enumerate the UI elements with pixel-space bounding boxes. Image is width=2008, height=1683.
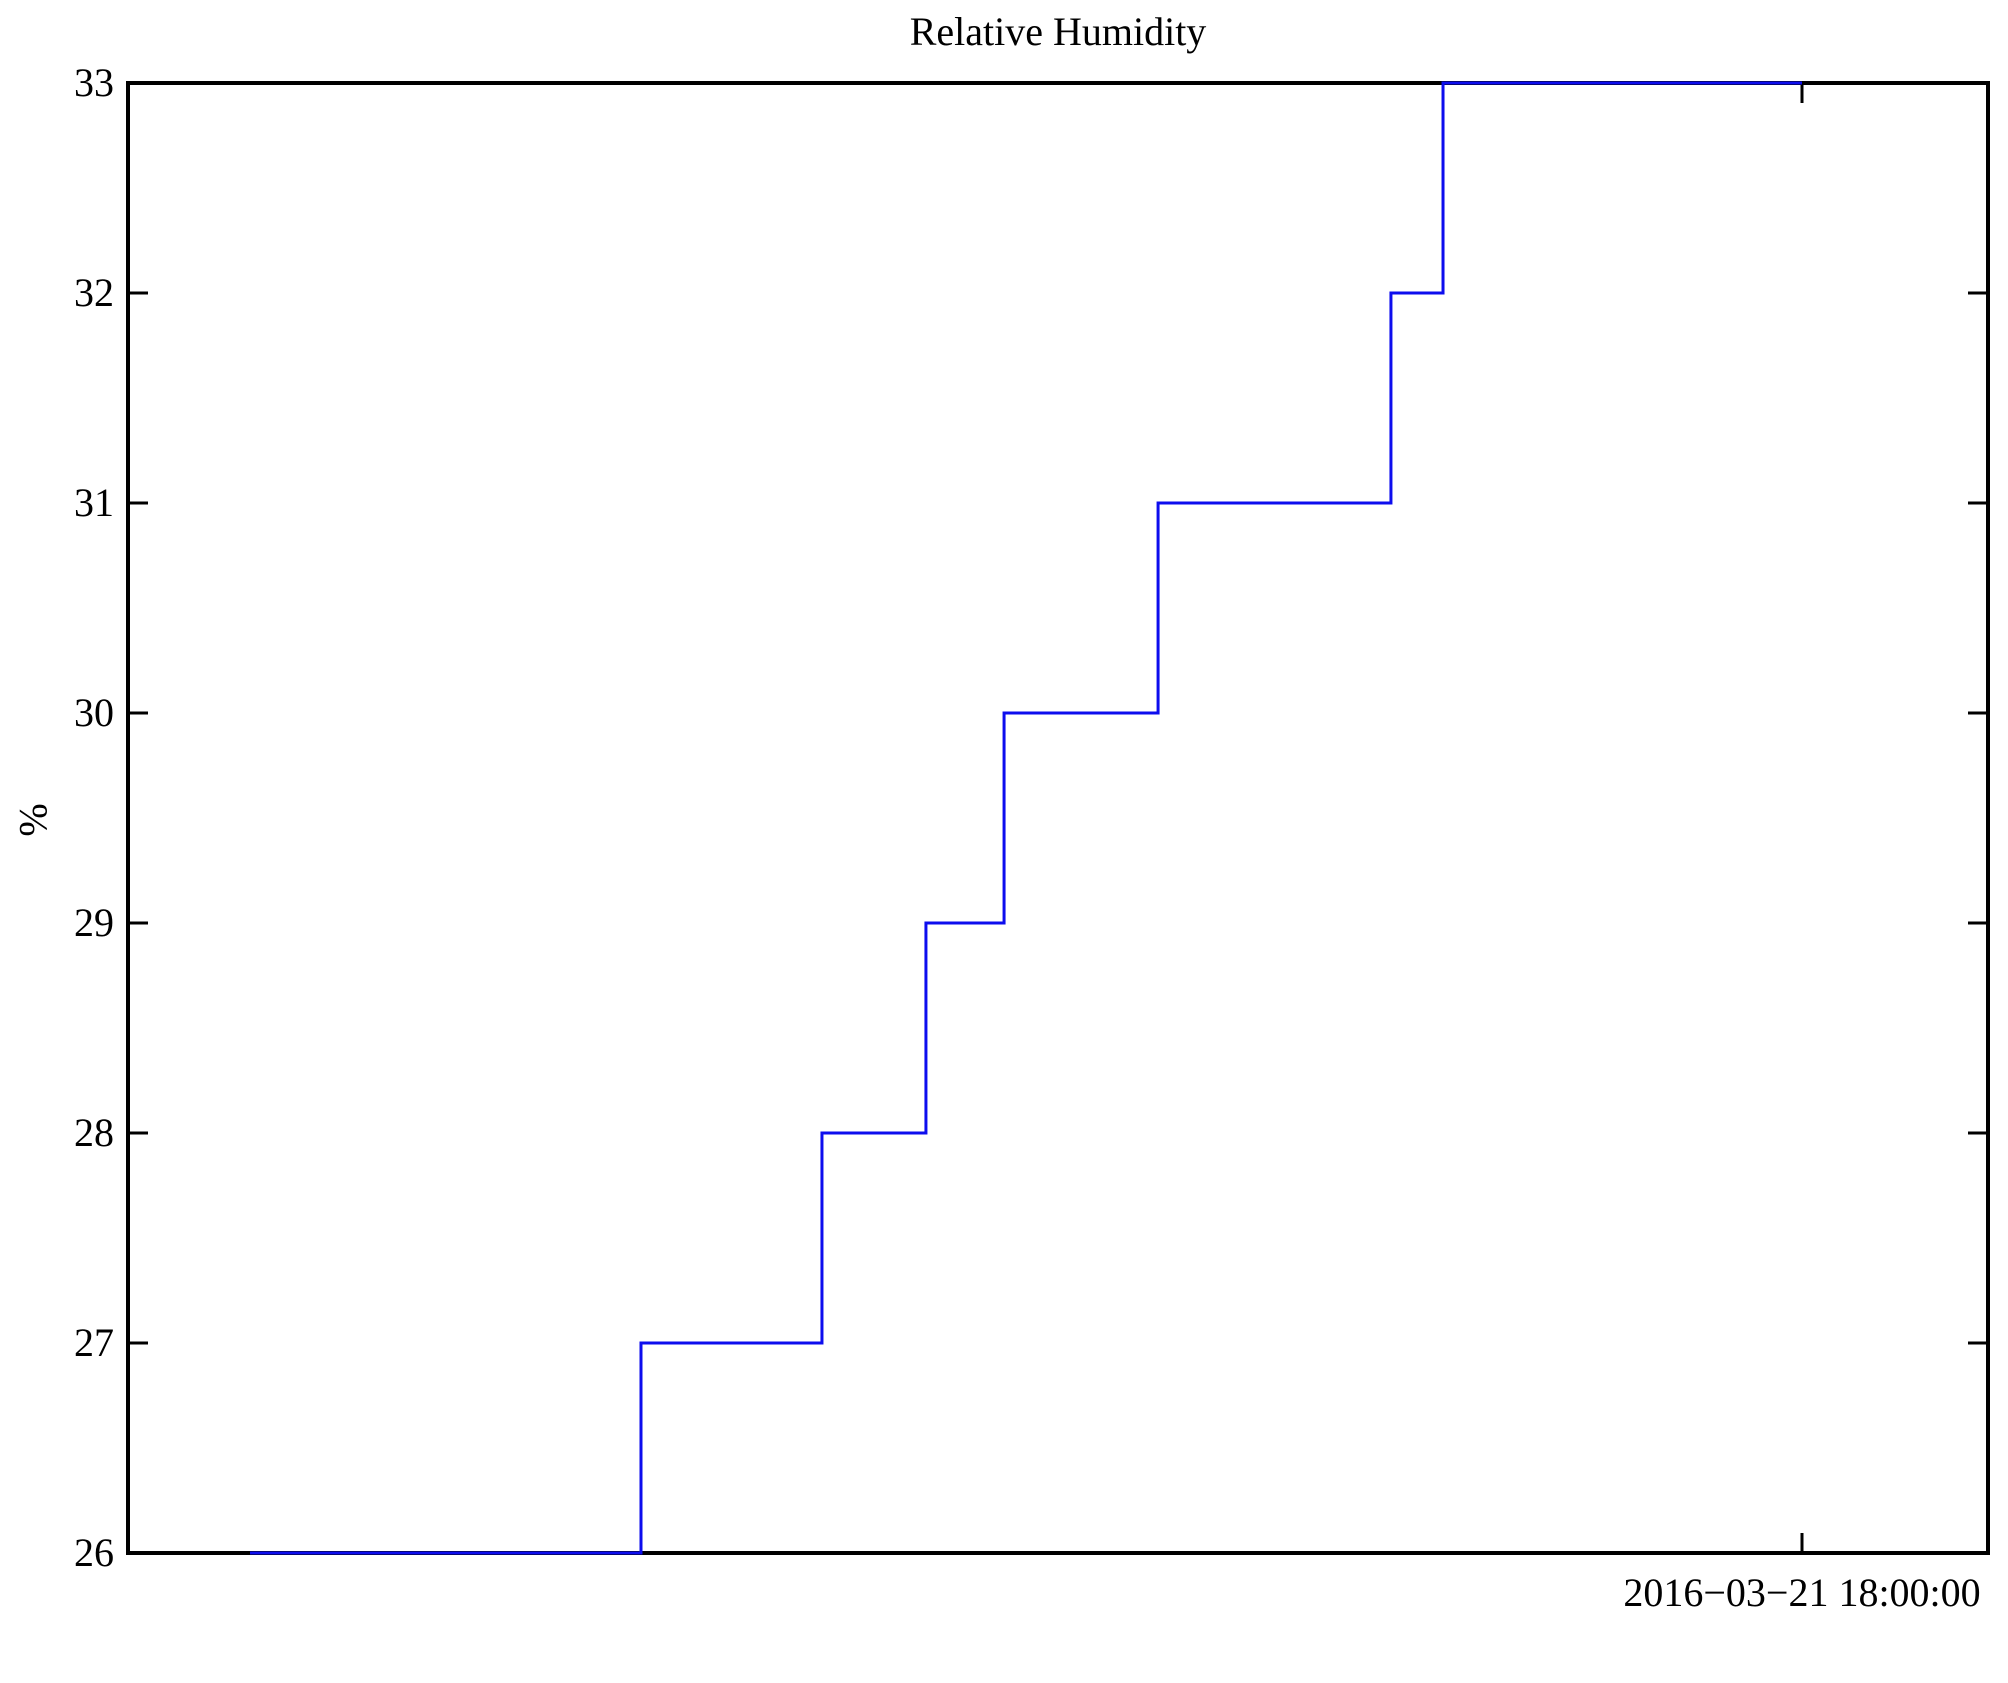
y-axis-tick-label: 33 <box>74 60 114 105</box>
y-axis-tick-label: 29 <box>74 900 114 945</box>
axes-box <box>126 81 1990 1555</box>
humidity-step-line <box>250 81 1802 1555</box>
x-axis-tick-label: 2016−03−21 18:00:00 <box>1623 1570 1981 1615</box>
y-axis-tick-label: 27 <box>74 1320 114 1365</box>
y-axis-tick-label: 26 <box>74 1530 114 1575</box>
y-axis-tick-label: 30 <box>74 690 114 735</box>
y-axis-tick-label: 28 <box>74 1110 114 1155</box>
y-axis-tick-label: 31 <box>74 480 114 525</box>
y-axis-label: % <box>10 803 56 837</box>
y-axis-tick-label: 32 <box>74 270 114 315</box>
chart-title: Relative Humidity <box>909 9 1207 54</box>
